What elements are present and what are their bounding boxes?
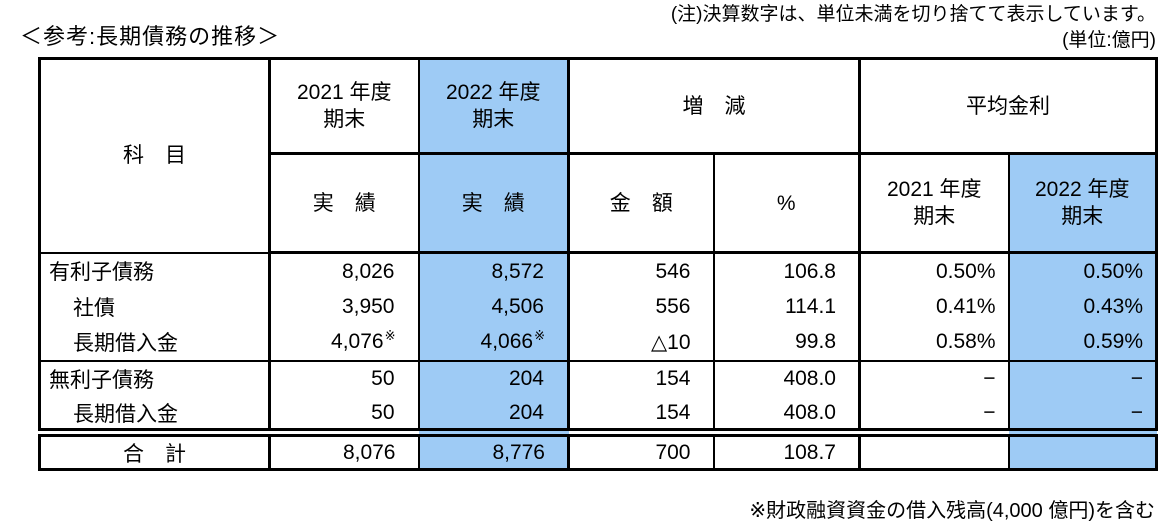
row-label: 社債 (38, 288, 271, 325)
table-row: 長期借入金 50 204 154 408.0 − − (38, 396, 1158, 433)
cell-change-percent: 114.1 (712, 288, 861, 325)
row-label: 長期借入金 (38, 324, 271, 361)
total-row: 合 計 8,076 8,776 700 108.7 (38, 428, 1158, 470)
cell-2022-actual: 4,066※ (417, 324, 570, 361)
cell-rate-2021: − (858, 359, 1010, 397)
table-row: 長期借入金 4,076※ 4,066※ △10 99.8 0.58% 0.59% (38, 324, 1158, 361)
cell-rate-2022: − (1007, 396, 1158, 433)
cell-rate-2021: 0.58% (858, 324, 1010, 361)
cell-rate-2021: 0.41% (858, 288, 1010, 325)
total-rate-2021 (858, 428, 1010, 470)
cell-change-percent: 106.8 (712, 252, 861, 289)
col-header-percent: % (712, 152, 861, 255)
cell-2021-actual: 8,026 (268, 252, 420, 289)
cell-change-percent: 99.8 (712, 324, 861, 361)
cell-rate-2021: − (858, 396, 1010, 433)
cell-change-amount: 154 (567, 396, 715, 433)
total-change-percent: 108.7 (712, 428, 861, 470)
cell-2022-actual: 204 (417, 359, 570, 397)
rounding-note: (注)決算数字は、単位未満を切り捨てて表示しています。 (670, 4, 1156, 25)
cell-change-amount: 154 (567, 359, 715, 397)
cell-rate-2022: − (1007, 359, 1158, 397)
cell-2021-actual: 4,076※ (268, 324, 420, 361)
col-header-change: 増 減 (567, 57, 861, 156)
cell-change-amount: △10 (567, 324, 715, 361)
col-header-fy2022: 2022 年度 期末 (417, 57, 570, 156)
col-header-rate-fy2021: 2021 年度 期末 (858, 152, 1010, 255)
footnote: ※財政融資資金の借入残高(4,000 億円)を含む (749, 500, 1155, 521)
header-row-2: 実 績 実 績 金 額 % 2021 年度 期末 2022 年度 期末 (40, 152, 1158, 255)
table-row: 無利子債務 50 204 154 408.0 − − (38, 359, 1158, 397)
cell-rate-2021: 0.50% (858, 252, 1010, 289)
cell-2021-actual: 3,950 (268, 288, 420, 325)
cell-rate-2022: 0.59% (1007, 324, 1158, 361)
debt-table: 科 目 2021 年度 期末 2022 年度 期末 増 減 平均金利 実 績 実… (38, 57, 1158, 472)
cell-change-amount: 546 (567, 252, 715, 289)
table-row: 有利子債務 8,026 8,572 546 106.8 0.50% 0.50% (38, 252, 1158, 289)
row-label: 長期借入金 (38, 396, 271, 433)
col-header-avg-rate: 平均金利 (858, 57, 1158, 156)
col-header-item: 科 目 (38, 57, 271, 254)
total-2022-actual: 8,776 (417, 428, 570, 470)
col-header-rate-fy2022: 2022 年度 期末 (1007, 152, 1158, 255)
col-header-fy2021: 2021 年度 期末 (268, 57, 420, 156)
page-title: ＜参考:長期債務の推移＞ (20, 24, 281, 50)
col-header-actual-2021: 実 績 (268, 152, 420, 255)
cell-2021-actual: 50 (268, 359, 420, 397)
cell-rate-2022: 0.43% (1007, 288, 1158, 325)
col-header-amount: 金 額 (567, 152, 715, 255)
cell-2022-actual: 8,572 (417, 252, 570, 289)
header-notes: (注)決算数字は、単位未満を切り捨てて表示しています。 (単位:億円) (671, 2, 1156, 53)
cell-change-percent: 408.0 (712, 396, 861, 433)
cell-change-amount: 556 (567, 288, 715, 325)
cell-rate-2022: 0.50% (1007, 252, 1158, 289)
total-2021-actual: 8,076 (268, 428, 420, 470)
table-header: 科 目 2021 年度 期末 2022 年度 期末 増 減 平均金利 実 績 実… (38, 57, 1158, 255)
total-change-amount: 700 (567, 428, 715, 470)
total-rate-2022 (1007, 428, 1158, 470)
header-row-1: 科 目 2021 年度 期末 2022 年度 期末 増 減 平均金利 (38, 57, 1158, 254)
row-label: 有利子債務 (38, 252, 271, 289)
col-header-actual-2022: 実 績 (417, 152, 570, 255)
cell-change-percent: 408.0 (712, 359, 861, 397)
total-label: 合 計 (38, 428, 271, 470)
table-row: 社債 3,950 4,506 556 114.1 0.41% 0.43% (38, 288, 1158, 325)
cell-2022-actual: 4,506 (417, 288, 570, 325)
cell-2021-actual: 50 (268, 396, 420, 433)
page-header: ＜参考:長期債務の推移＞ (注)決算数字は、単位未満を切り捨てて表示しています。… (0, 0, 1164, 53)
row-label: 無利子債務 (38, 359, 271, 397)
cell-2022-actual: 204 (417, 396, 570, 433)
unit-label: (単位:億円) (1062, 29, 1156, 51)
